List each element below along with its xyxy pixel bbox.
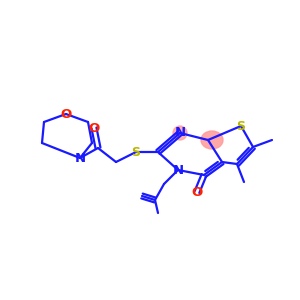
Text: S: S — [131, 146, 140, 158]
Ellipse shape — [201, 131, 223, 149]
Text: N: N — [74, 152, 86, 164]
Text: N: N — [172, 164, 184, 176]
Text: O: O — [191, 185, 203, 199]
Text: N: N — [174, 127, 186, 140]
Text: O: O — [88, 122, 100, 134]
Text: O: O — [60, 107, 72, 121]
Text: S: S — [236, 119, 245, 133]
Ellipse shape — [173, 126, 187, 140]
